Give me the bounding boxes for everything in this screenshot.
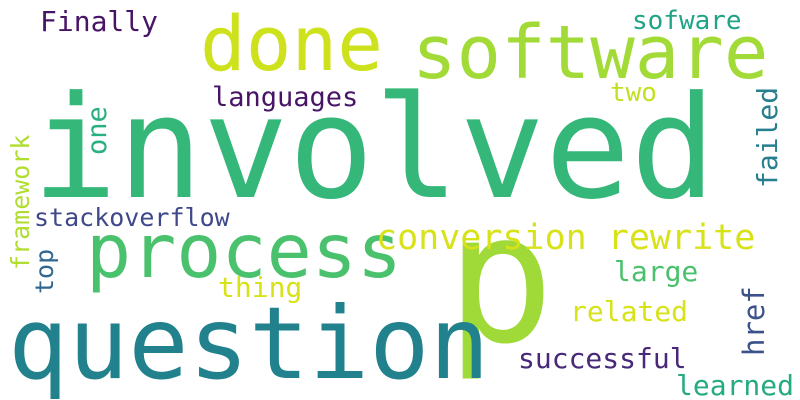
- word-two: two: [610, 78, 657, 108]
- word-one: one: [82, 106, 113, 155]
- word-learned: learned: [676, 369, 795, 400]
- word-involved: involved: [32, 66, 716, 231]
- word-related: related: [570, 295, 689, 328]
- word-software: software: [412, 10, 769, 96]
- word-top: top: [30, 248, 59, 294]
- word-process: process: [86, 207, 403, 295]
- word-question: question: [8, 285, 490, 400]
- word-failed: failed: [751, 86, 784, 188]
- word-languages: languages: [212, 82, 359, 113]
- word-thing: thing: [218, 271, 303, 304]
- word-successful: successful: [518, 342, 687, 375]
- word-sofware: sofware: [632, 6, 742, 36]
- word-href: href: [737, 286, 771, 356]
- word-stackoverflow: stackoverflow: [34, 203, 230, 232]
- word-p: p: [446, 175, 555, 384]
- word-finally: Finally: [40, 5, 159, 38]
- word-conversion-rewrite: conversion rewrite: [376, 218, 756, 258]
- word-done: done: [200, 0, 384, 88]
- word-large: large: [614, 255, 699, 288]
